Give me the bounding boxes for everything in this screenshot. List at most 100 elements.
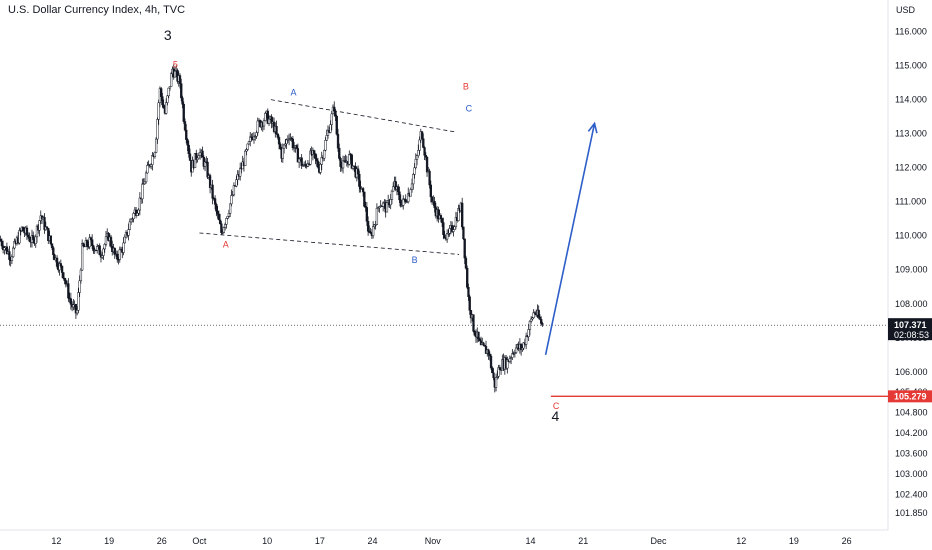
candle [300,157,303,166]
x-tick-label: 26 [157,536,167,546]
candle [59,263,62,267]
candle [392,186,395,192]
candle [244,150,247,166]
candle [178,75,182,84]
candle [146,165,149,174]
candle [239,167,242,177]
candle [0,240,4,247]
candle [468,296,471,311]
candle [208,175,212,188]
candle [67,283,70,299]
candle [390,190,394,200]
candle [330,113,333,125]
candle [440,218,444,223]
x-tick-label: 12 [736,536,746,546]
candle [27,234,30,238]
candle [262,120,266,127]
candle [151,154,154,165]
last-price-label: 107.371 [894,320,927,330]
candle [482,342,485,346]
y-tick-label: 110.000 [895,231,927,241]
y-tick-label: 106.000 [895,367,928,377]
candle [350,154,353,169]
candle [102,248,105,256]
candle [397,186,400,193]
candle [235,179,238,187]
wave-label: C [466,104,473,114]
candle [161,96,164,106]
candle [309,150,312,165]
candle [541,323,544,325]
candle [255,132,258,137]
candle [118,249,121,260]
candle [217,213,221,221]
channel-upper-line[interactable] [270,99,456,133]
x-tick-label: 21 [578,536,588,546]
wave-label: C [553,401,560,411]
candle [137,209,140,214]
y-tick-label: 112.000 [895,163,927,173]
candle [488,353,491,357]
candle [295,145,298,149]
candle [3,247,6,251]
candle [514,347,518,353]
candle [448,228,451,234]
candle [423,147,426,156]
candle [409,189,412,197]
candle [407,193,410,203]
candle [225,218,228,225]
candle [220,223,223,233]
projection-arrow-head [587,121,598,134]
candle [18,230,21,244]
candle [358,173,361,187]
support-level-badge [888,390,932,403]
candle [420,131,424,139]
candle [325,135,328,141]
candle [211,184,214,199]
candle [398,191,401,201]
candle [86,240,89,247]
candle [198,152,202,156]
candle [399,199,402,207]
candle [492,372,495,378]
candle [478,338,481,342]
candle [463,238,466,259]
wave-label: B [412,255,418,265]
candle [168,86,172,89]
candle [508,358,511,362]
candle [453,226,456,230]
x-tick-label: 17 [315,536,325,546]
candle [122,242,125,253]
candle [315,158,318,162]
candle [464,257,468,269]
candle [429,184,432,198]
candle [530,318,533,322]
candle [442,222,445,235]
candle [402,198,405,206]
countdown-label: 02:08:53 [894,330,929,340]
y-tick-label: 114.000 [895,95,927,105]
candle [188,153,192,161]
candle [50,243,54,249]
x-tick-label: Oct [192,536,207,546]
x-tick-label: 19 [789,536,799,546]
candle [277,137,281,145]
candle [91,239,94,247]
candle [341,160,345,169]
candle [365,207,369,222]
candle [142,183,145,185]
candle [216,210,219,215]
candle [452,229,455,232]
candle [25,227,29,236]
candle [183,121,187,131]
candle [540,319,543,324]
candle [10,256,14,261]
candle [313,150,316,154]
x-tick-label: 14 [526,536,536,546]
channel-lower-line[interactable] [199,232,460,255]
projection-arrow-line[interactable] [544,123,596,355]
candle [329,124,332,133]
candle [223,224,227,228]
